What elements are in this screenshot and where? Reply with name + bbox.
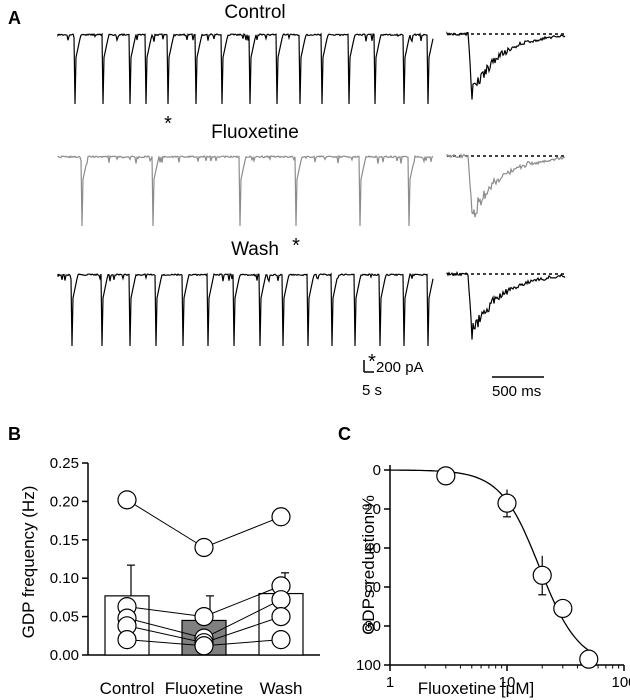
b-ytick-label: 0.00 [50, 647, 79, 664]
b-ytick-label: 0.10 [50, 570, 79, 587]
b-point [271, 606, 291, 627]
star-wash: * [368, 351, 376, 373]
inset-trace-1 [446, 153, 566, 218]
b-point [117, 630, 137, 650]
scale-label-time: 5 s [362, 382, 382, 399]
trace-group [57, 31, 567, 347]
trace-1 [57, 154, 434, 227]
panel-c-letter: C [338, 424, 351, 444]
panel-c-ylabel: GDPs reduction % [359, 495, 378, 635]
c-fit-curve [390, 469, 594, 654]
b-ytick-label: 0.15 [50, 532, 79, 549]
panel-c-fit [390, 469, 594, 654]
panel-a: A Control Fluoxetine Wash * * * 200 pA 5… [8, 2, 567, 400]
panel-b-points [117, 490, 291, 656]
b-point [194, 606, 214, 627]
c-xtick-label: 100 [611, 674, 630, 691]
b-point [117, 490, 137, 510]
c-point [436, 466, 456, 486]
c-point [497, 493, 517, 513]
c-ytick-label: 40 [364, 540, 381, 557]
c-point [579, 649, 599, 669]
b-point [271, 590, 291, 610]
c-xtick-label: 1 [386, 674, 394, 691]
panel-a-letter: A [8, 8, 21, 28]
c-ytick-label: 100 [356, 657, 381, 674]
c-ytick-label: 80 [364, 618, 381, 635]
star-control: * [164, 113, 172, 135]
trace-0 [57, 32, 434, 105]
b-category-label: Fluoxetine [165, 679, 243, 698]
panel-c-points [436, 466, 599, 669]
b-ytick-label: 0.05 [50, 609, 79, 626]
trace-label-fluoxetine: Fluoxetine [211, 122, 299, 143]
trace-label-control: Control [224, 2, 285, 23]
inset-trace-0 [446, 31, 566, 100]
trace-label-wash: Wash [231, 239, 279, 260]
trace-2 [57, 272, 434, 347]
b-ytick-label: 0.20 [50, 493, 79, 510]
b-point [271, 507, 291, 527]
panel-b-letter: B [8, 424, 21, 444]
panel-b-axes: 0.00 0.05 0.10 0.15 0.20 0.25 Control Fluoxetin… [50, 455, 320, 698]
c-point [553, 598, 573, 619]
b-point [271, 630, 291, 650]
c-point [532, 565, 552, 585]
c-ytick-label: 20 [364, 501, 381, 518]
scale-label-current: 200 pA [376, 359, 424, 376]
panel-c-xlabel: Fluoxetine [μM] [418, 679, 535, 698]
c-xtick-label: 10 [499, 674, 516, 691]
b-point [194, 537, 214, 558]
panel-b: B GDP frequency (Hz) 0.00 0.05 0.10 0.15 0.2… [8, 424, 320, 698]
b-category-label: Wash [260, 679, 303, 698]
panel-b-ylabel: GDP frequency (Hz) [19, 486, 38, 639]
b-ytick-label: 0.25 [50, 455, 79, 472]
panel-c: C GDPs reduction % Fluoxetine [μM] 0 20 40… [338, 424, 630, 698]
inset-trace-2 [446, 271, 566, 340]
c-ytick-label: 60 [364, 579, 381, 596]
star-fluoxetine: * [292, 235, 300, 257]
b-point [194, 636, 214, 656]
c-ytick-label: 0 [373, 462, 381, 479]
scale-bar: 200 pA 5 s 500 ms [362, 359, 544, 400]
b-category-label: Control [100, 679, 155, 698]
scale-label-inset-time: 500 ms [492, 383, 541, 400]
